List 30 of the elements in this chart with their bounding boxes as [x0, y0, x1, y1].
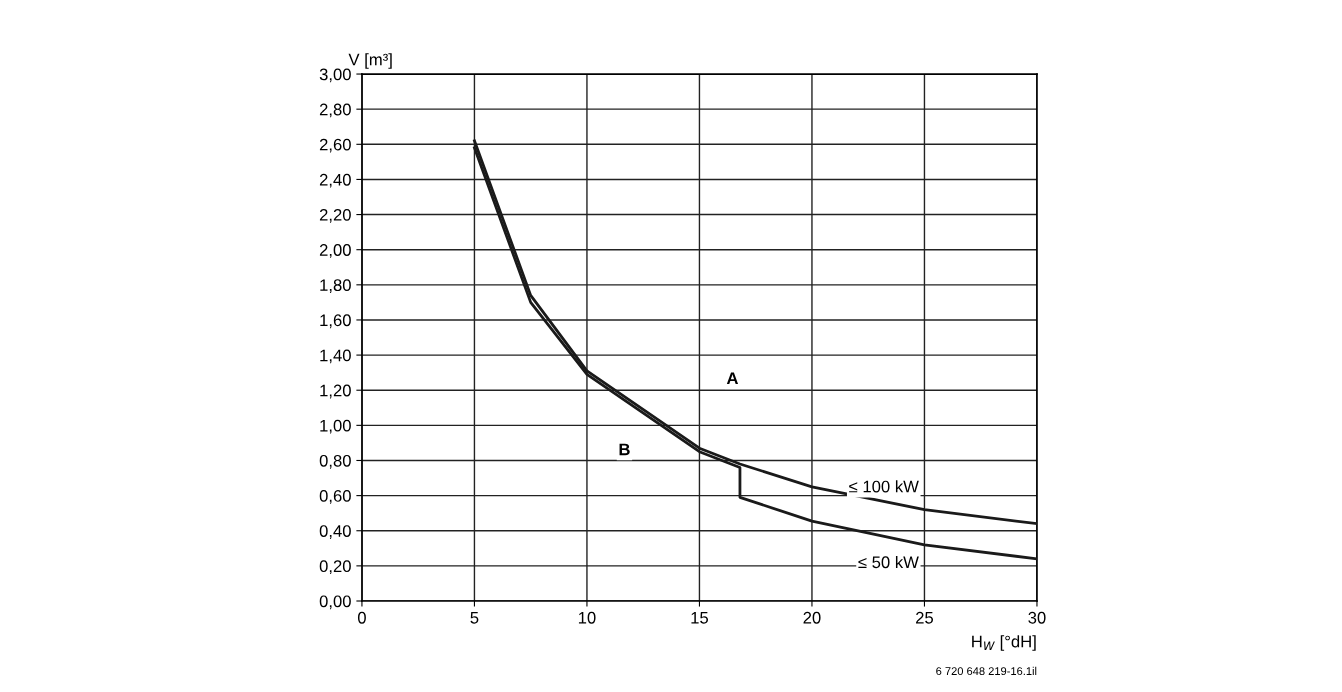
y-tick-label: 1,60	[320, 314, 351, 329]
y-tick-label: 1,00	[320, 419, 351, 434]
y-tick-label: 3,00	[319, 68, 351, 83]
y-tick-label: 2,80	[319, 103, 351, 118]
y-tick-label: 0,80	[319, 454, 351, 469]
text: 6 720 648 219-16.1il	[936, 666, 1037, 676]
y-tick-label: 0,20	[319, 560, 351, 575]
x-tick-label: 5	[470, 612, 479, 624]
annotation: A	[726, 372, 739, 384]
annotation: B	[619, 443, 630, 456]
x-tick-label: 10	[578, 611, 596, 624]
x-tick-label: 0	[357, 611, 366, 624]
y-tick-label: 2,00	[319, 244, 351, 258]
y-tick-label: 0,40	[319, 525, 351, 539]
y-tick-label: 1,20	[320, 384, 351, 399]
x-tick-label: 15	[691, 612, 709, 624]
series-label: ≤ 100 kW	[849, 480, 919, 493]
y-tick-label: 1,80	[320, 279, 351, 293]
series-label: ≤ 50 kW	[858, 555, 919, 569]
y-tick-label: 1,40	[320, 349, 351, 364]
y-tick-label: 0,00	[319, 595, 351, 610]
y-tick-label: 2,40	[319, 173, 351, 188]
y-tick-label: 0,60	[319, 490, 351, 504]
x-tick-label: 30	[1028, 611, 1046, 624]
y-axis-title: V [m³]	[348, 53, 392, 69]
x-tick-label: 25	[916, 611, 934, 624]
x-tick-label: 20	[803, 611, 821, 624]
y-tick-label: 2,20	[319, 208, 351, 223]
y-tick-label: 2,60	[319, 138, 351, 153]
x-axis-title: H$_{W}$ [°dH]	[972, 635, 1036, 651]
